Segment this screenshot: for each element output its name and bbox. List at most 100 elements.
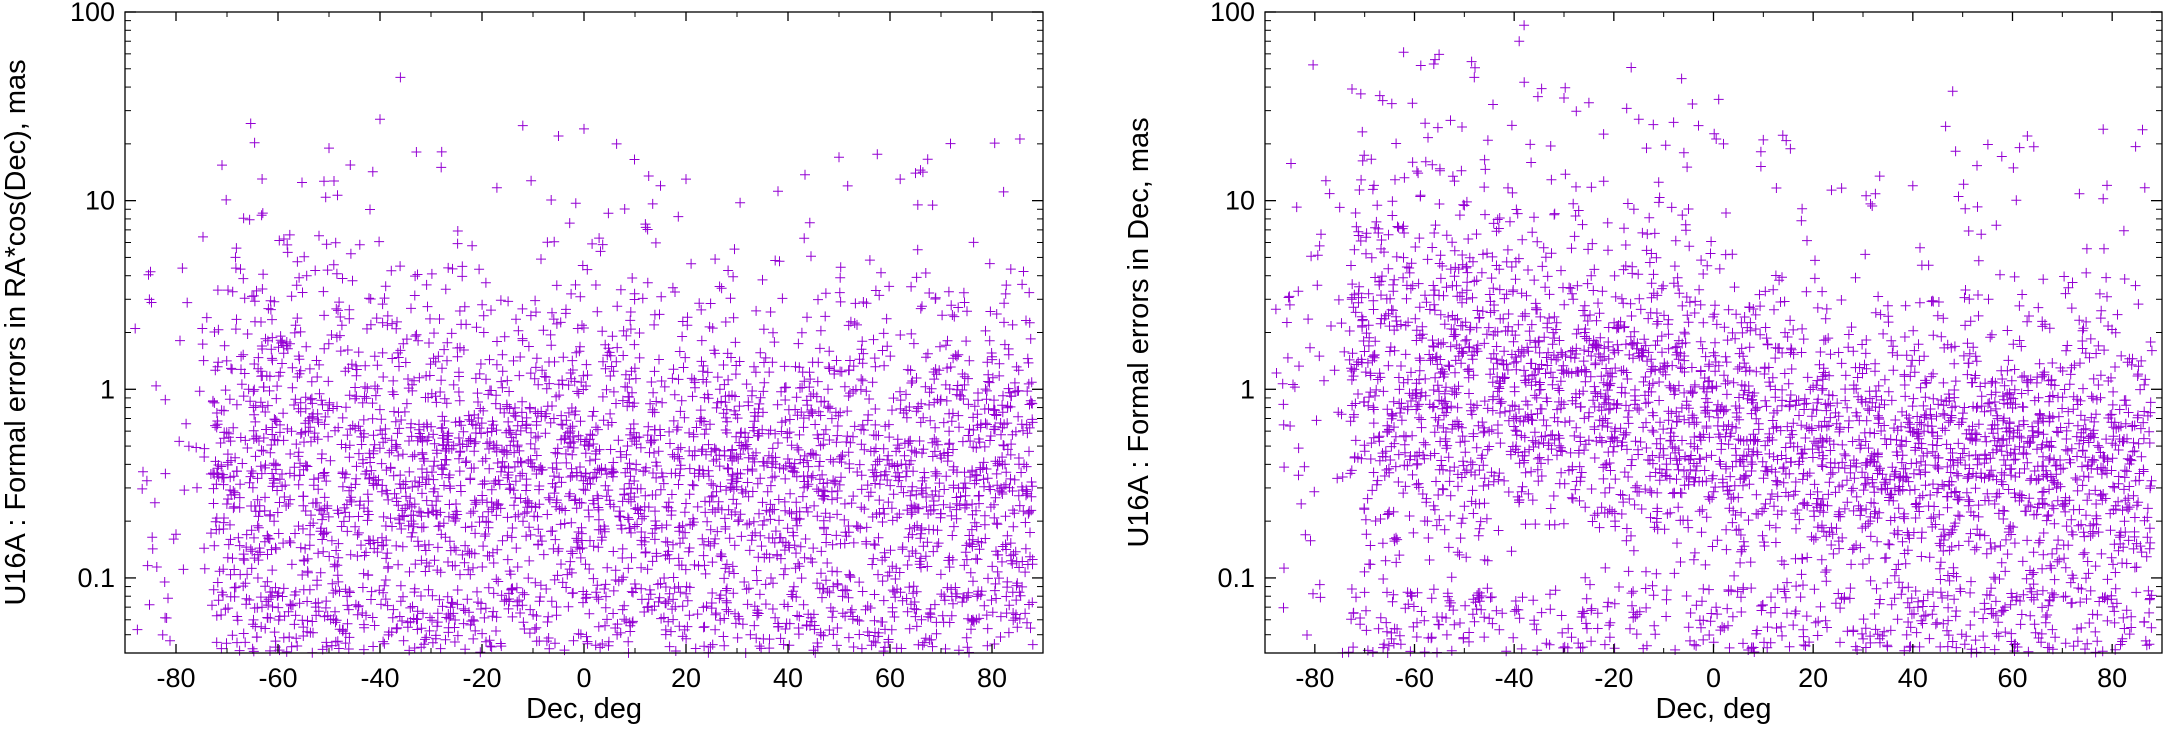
data-point: [262, 400, 273, 411]
data-point: [2076, 622, 2087, 633]
data-point: [659, 381, 670, 392]
data-point: [844, 569, 855, 580]
data-point: [514, 370, 525, 381]
data-point: [989, 404, 1000, 415]
data-point: [297, 615, 308, 626]
data-point: [540, 428, 551, 439]
data-point: [832, 421, 843, 431]
data-point: [546, 195, 557, 205]
data-point: [997, 407, 1008, 418]
data-point: [232, 611, 243, 622]
data-point: [428, 429, 439, 440]
data-point: [433, 491, 443, 502]
data-point: [590, 454, 601, 465]
data-point: [873, 532, 884, 543]
data-point: [398, 635, 409, 646]
data-point: [326, 640, 337, 651]
data-point: [1735, 530, 1746, 540]
data-point: [2065, 577, 2076, 588]
data-point: [967, 509, 978, 520]
data-point: [432, 542, 443, 553]
data-point: [759, 552, 770, 563]
data-point: [588, 406, 599, 417]
data-point: [440, 284, 451, 295]
data-point: [395, 261, 406, 272]
data-point: [147, 532, 158, 543]
data-point: [942, 582, 953, 593]
data-point: [564, 491, 574, 502]
data-point: [870, 478, 881, 489]
data-point: [2053, 535, 2064, 546]
data-point: [332, 560, 343, 571]
data-point: [696, 356, 707, 367]
data-point: [472, 388, 483, 399]
data-point: [509, 500, 519, 511]
data-point: [566, 288, 577, 299]
data-point: [1864, 553, 1875, 564]
data-point: [224, 394, 235, 405]
data-point: [1770, 522, 1781, 533]
data-point: [913, 403, 923, 414]
data-point: [870, 285, 881, 296]
data-point: [668, 539, 678, 550]
data-point: [353, 600, 364, 611]
data-point: [517, 416, 528, 427]
data-point: [1479, 338, 1490, 349]
data-point: [2114, 404, 2125, 415]
data-point: [979, 404, 990, 415]
data-point: [496, 466, 506, 477]
data-point: [448, 379, 459, 390]
data-point: [1429, 299, 1440, 310]
data-point: [1651, 252, 1662, 263]
data-point: [565, 472, 576, 482]
data-point: [629, 363, 640, 374]
data-point: [1679, 327, 1690, 338]
data-point: [759, 515, 770, 526]
data-point: [812, 376, 823, 387]
data-point: [1514, 613, 1525, 624]
data-point: [250, 621, 261, 632]
data-point: [390, 416, 401, 427]
data-point: [587, 430, 598, 441]
data-point: [686, 258, 697, 269]
data-point: [915, 303, 926, 314]
data-point: [963, 399, 974, 410]
data-point: [485, 641, 496, 652]
data-point: [531, 636, 542, 647]
data-point: [2076, 519, 2087, 530]
data-point: [613, 435, 624, 446]
data-point: [559, 518, 570, 529]
data-point: [1945, 415, 1956, 426]
data-point: [1479, 182, 1490, 193]
data-point: [1663, 329, 1674, 340]
data-point: [625, 315, 636, 326]
data-point: [553, 131, 564, 141]
data-point: [225, 569, 236, 580]
data-point: [1020, 567, 1031, 578]
data-point: [313, 484, 324, 495]
data-point: [1580, 376, 1591, 387]
data-point: [1000, 288, 1011, 299]
data-point: [311, 610, 322, 621]
data-point: [550, 638, 560, 649]
data-point: [626, 527, 636, 538]
data-point: [468, 633, 479, 644]
data-point: [227, 630, 238, 641]
data-point: [1784, 641, 1795, 652]
data-point: [1312, 250, 1323, 261]
data-point: [990, 456, 1001, 467]
data-point: [519, 508, 530, 519]
data-point: [1383, 640, 1394, 651]
data-point: [245, 396, 256, 407]
data-point: [990, 578, 1001, 589]
data-point: [1022, 617, 1032, 628]
data-point: [848, 361, 859, 372]
data-point: [968, 442, 979, 453]
data-point: [2047, 548, 2058, 559]
data-point: [854, 354, 865, 365]
data-point: [1016, 419, 1027, 430]
data-point: [2038, 486, 2049, 497]
data-point: [631, 432, 642, 443]
data-point: [1391, 251, 1402, 262]
data-point: [447, 263, 458, 274]
